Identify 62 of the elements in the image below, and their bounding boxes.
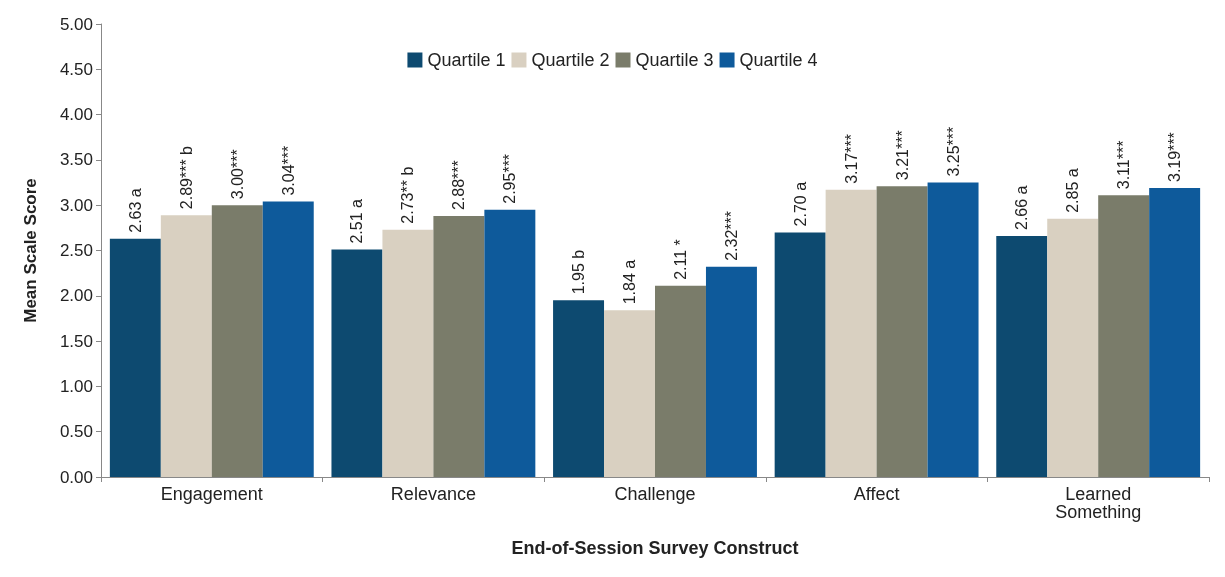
legend-label: Quartile 3 <box>635 50 714 70</box>
y-tick-label: 2.00 <box>59 286 93 306</box>
data-label: 2.88*** <box>450 160 468 211</box>
y-tick-label: 4.50 <box>59 59 93 79</box>
y-tick-label: 1.00 <box>59 376 93 396</box>
legend-label: Quartile 4 <box>739 50 818 70</box>
data-label: 2.95*** <box>501 153 519 204</box>
bar <box>553 300 605 477</box>
bar <box>774 232 826 477</box>
data-label: 1.84 a <box>621 259 639 305</box>
data-label: 3.19*** <box>1166 132 1184 182</box>
y-tick-label: 0.00 <box>59 467 93 487</box>
bar <box>484 209 536 477</box>
data-label: 2.63 a <box>126 188 144 233</box>
data-label: 2.11 * <box>671 239 689 280</box>
data-label: 2.85 a <box>1064 168 1082 213</box>
y-tick-label: 4.00 <box>59 105 93 125</box>
x-tick-label: Learned Something <box>1055 484 1142 522</box>
y-tick-label: 0.50 <box>59 422 93 442</box>
bar <box>1047 218 1099 477</box>
bar <box>825 189 877 477</box>
x-axis-title: End-of-Session Survey Construct <box>511 538 799 558</box>
data-label: 2.73** b <box>399 166 417 224</box>
y-tick-label: 5.00 <box>59 14 93 34</box>
bar <box>1098 195 1150 477</box>
x-tick-label: Engagement <box>160 484 263 504</box>
bar <box>160 215 212 477</box>
y-tick-label: 2.50 <box>59 241 93 260</box>
data-label: 3.25*** <box>944 126 962 177</box>
x-tick-label: Affect <box>853 484 900 504</box>
y-tick-label: 3.50 <box>59 150 93 170</box>
data-label: 2.51 a <box>348 199 366 244</box>
bar <box>604 310 655 477</box>
data-label: 2.89*** b <box>177 145 195 210</box>
bar <box>705 266 757 477</box>
bar <box>927 182 979 477</box>
y-tick-label: 3.00 <box>59 195 93 215</box>
data-label: 3.11*** <box>1115 140 1133 190</box>
y-tick-label: 1.50 <box>59 331 93 351</box>
data-label: 3.00*** <box>228 149 246 200</box>
x-tick-label: Challenge <box>614 484 696 504</box>
bar <box>655 285 706 477</box>
bar <box>876 186 928 477</box>
bar <box>433 216 485 477</box>
data-label: 2.66 a <box>1013 185 1031 230</box>
bar <box>331 249 383 477</box>
data-label: 2.70 a <box>791 181 809 227</box>
bar <box>109 238 161 477</box>
bar <box>996 236 1048 477</box>
legend-label: Quartile 1 <box>427 50 506 70</box>
data-label: 3.04*** <box>279 145 297 196</box>
x-tick-label: Relevance <box>390 484 476 504</box>
data-label: 3.21*** <box>893 130 911 181</box>
legend-label: Quartile 2 <box>531 50 610 70</box>
data-label: 1.95 b <box>570 249 588 295</box>
data-label: 3.17*** <box>842 133 860 184</box>
bar <box>211 205 263 477</box>
data-label: 2.32*** <box>722 210 740 261</box>
y-axis-title: Mean Scale Score <box>21 178 40 323</box>
bar <box>382 229 434 477</box>
bar <box>262 201 314 477</box>
bar <box>1149 187 1201 477</box>
